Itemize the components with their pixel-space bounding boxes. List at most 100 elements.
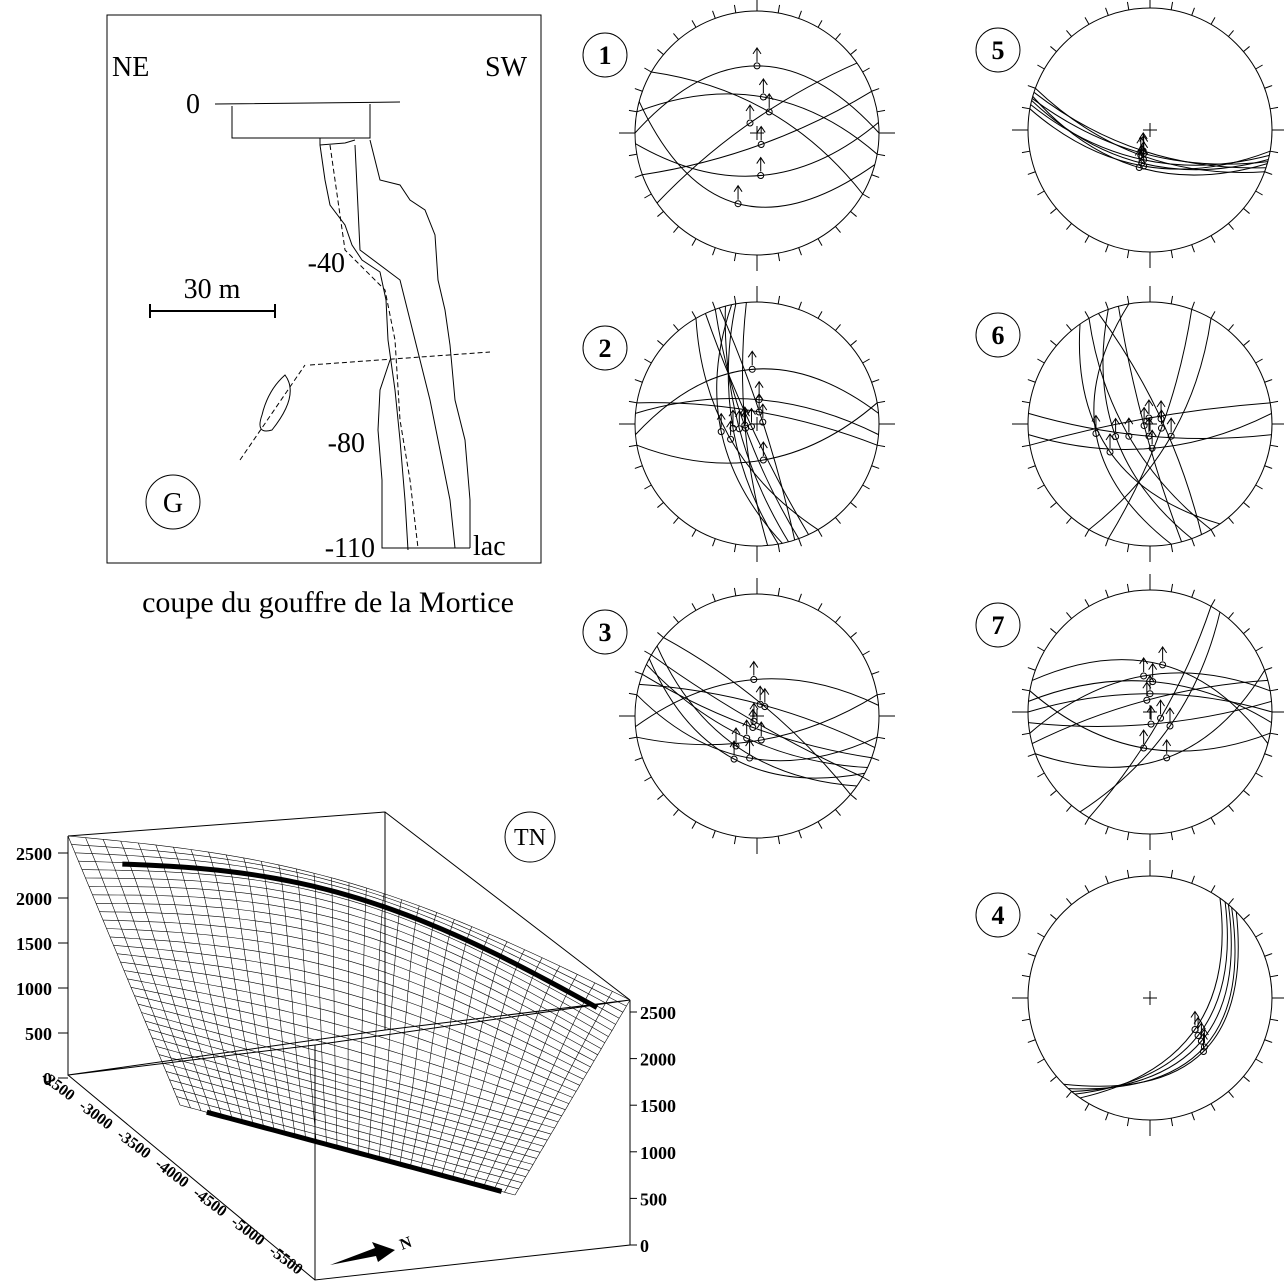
- right-tick-label: 0: [640, 1236, 649, 1256]
- net-tick: [1210, 1103, 1216, 1111]
- panel-label: G: [163, 488, 183, 519]
- net-tick: [628, 400, 637, 404]
- net-tick: [691, 311, 697, 319]
- slip-arrow: [1145, 674, 1155, 690]
- net-tick: [871, 88, 880, 92]
- net-tick: [691, 821, 697, 829]
- mesh-line: [483, 974, 578, 1187]
- net-tick: [1050, 628, 1057, 634]
- lake-label: lac: [473, 531, 506, 562]
- net-tick: [712, 593, 716, 602]
- net-tick: [798, 301, 802, 310]
- net-tick: [1027, 379, 1036, 383]
- net-tick: [1255, 358, 1263, 364]
- net-tick: [657, 632, 664, 638]
- panel-circle: [504, 811, 556, 863]
- net-tick: [871, 379, 880, 383]
- great-circle: [651, 71, 864, 195]
- net-number: 2: [599, 334, 612, 363]
- great-circle: [638, 101, 876, 208]
- net-tick: [1170, 1118, 1174, 1127]
- pole-marker: [750, 676, 758, 684]
- net-tick: [712, 830, 716, 839]
- net-tick: [862, 67, 870, 73]
- net-tick: [862, 484, 870, 490]
- net-tick: [850, 794, 857, 800]
- great-circle: [1028, 412, 1272, 439]
- great-circle: [1088, 606, 1212, 818]
- section-frame: [106, 14, 542, 564]
- mesh-line: [74, 852, 623, 1013]
- net-number: 5: [992, 36, 1005, 65]
- net-tick: [1037, 932, 1045, 938]
- pole-marker: [757, 736, 765, 744]
- net-tick: [712, 301, 716, 310]
- center-cross: [1143, 991, 1157, 1005]
- slip-arrow: [752, 46, 762, 62]
- slip-arrow: [1156, 399, 1166, 415]
- pole-marker: [732, 742, 740, 750]
- net-tick: [657, 340, 664, 346]
- pole-marker: [1157, 424, 1165, 432]
- net-tick: [1021, 150, 1030, 154]
- mesh-line: [134, 995, 562, 1117]
- net-tick: [1264, 465, 1273, 469]
- net-tick: [1210, 235, 1216, 243]
- net-tick: [1270, 400, 1279, 404]
- slip-arrow: [758, 441, 768, 457]
- pole-marker: [757, 140, 765, 148]
- x-tick-label: -3500: [114, 1126, 154, 1162]
- net-tick: [733, 544, 737, 553]
- mesh-line: [410, 919, 455, 1167]
- mesh-line: [127, 978, 570, 1104]
- net-tick: [877, 153, 886, 157]
- net-tick: [1255, 64, 1263, 70]
- mesh-line: [165, 1071, 530, 1171]
- great-circle: [1035, 670, 1266, 768]
- net-tick: [1084, 599, 1090, 607]
- slip-arrow: [1147, 429, 1157, 445]
- net-tick: [817, 529, 823, 537]
- net-tick: [1126, 544, 1130, 553]
- great-circle: [1079, 898, 1223, 1099]
- net-tick: [1210, 311, 1216, 319]
- left-label: NE: [112, 52, 149, 83]
- x-tick-label: -3000: [76, 1097, 116, 1133]
- mesh-line: [162, 1062, 534, 1165]
- net-tick: [1050, 790, 1057, 796]
- great-circle: [1079, 611, 1221, 813]
- pole-marker: [734, 200, 742, 208]
- net-tick: [877, 109, 886, 113]
- net-tick: [628, 444, 637, 448]
- z-tick-label: 0: [43, 1069, 52, 1089]
- pole-marker: [717, 428, 725, 436]
- slip-arrow: [1111, 417, 1121, 433]
- pole-marker: [748, 365, 756, 373]
- net-tick: [634, 757, 643, 761]
- net-tick: [1066, 612, 1072, 619]
- net-tick: [850, 49, 857, 55]
- net-tick: [1084, 817, 1090, 825]
- net-tick: [1270, 444, 1279, 448]
- net-tick: [657, 49, 664, 55]
- net-tick: [1027, 465, 1036, 469]
- net-tick: [1027, 85, 1036, 89]
- contour-line: [122, 861, 599, 1010]
- pole-marker: [1159, 661, 1167, 669]
- z-tick-label: 2500: [16, 844, 52, 864]
- box-frame: [67, 811, 631, 1281]
- pole-marker: [741, 421, 749, 429]
- depth-label: -80: [328, 428, 365, 459]
- net-tick: [862, 193, 870, 199]
- center-cross: [1143, 123, 1157, 137]
- mesh-line: [514, 999, 631, 1196]
- pole-marker: [743, 734, 751, 742]
- net-tick: [634, 465, 643, 469]
- net-tick: [871, 465, 880, 469]
- x-tick-label: -4500: [190, 1184, 230, 1220]
- great-circle: [1117, 306, 1183, 543]
- mesh-line: [169, 1079, 526, 1177]
- net-tick: [1210, 599, 1216, 607]
- slip-arrow: [1199, 1028, 1209, 1043]
- mesh-line: [472, 965, 561, 1184]
